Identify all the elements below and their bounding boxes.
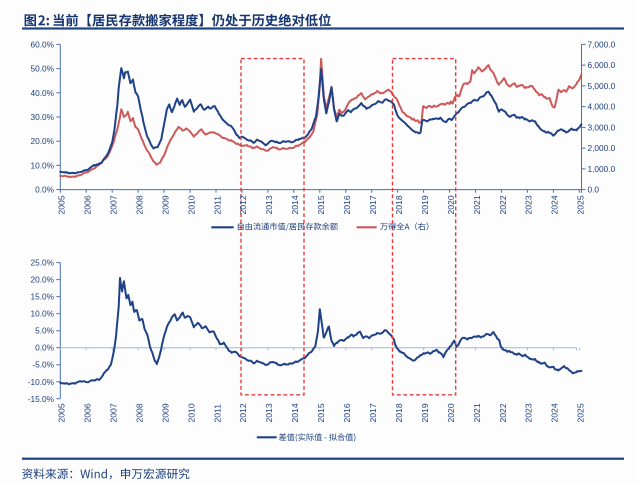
svg-text:40.0%: 40.0% [30, 88, 54, 98]
svg-text:2017: 2017 [368, 195, 378, 214]
svg-text:3,000.0: 3,000.0 [588, 122, 616, 132]
svg-text:10.0%: 10.0% [30, 160, 54, 170]
svg-text:2024: 2024 [550, 403, 560, 422]
svg-text:2019: 2019 [420, 403, 430, 422]
svg-text:2013: 2013 [264, 403, 274, 422]
svg-text:25.0%: 25.0% [30, 258, 54, 268]
svg-text:2025: 2025 [576, 403, 586, 422]
svg-text:2015: 2015 [316, 195, 326, 214]
svg-text:-10.0%: -10.0% [28, 377, 55, 387]
svg-text:2009: 2009 [160, 195, 170, 214]
svg-text:2008: 2008 [134, 195, 144, 214]
svg-text:2021: 2021 [472, 195, 482, 214]
svg-text:2008: 2008 [134, 403, 144, 422]
svg-text:5,000.0: 5,000.0 [588, 81, 616, 91]
svg-text:2016: 2016 [342, 195, 352, 214]
svg-text:50.0%: 50.0% [30, 64, 54, 74]
svg-text:2016: 2016 [342, 403, 352, 422]
svg-text:0.0: 0.0 [588, 185, 600, 195]
svg-text:20.0%: 20.0% [30, 136, 54, 146]
svg-text:2010: 2010 [186, 403, 196, 422]
svg-text:2011: 2011 [212, 196, 222, 215]
svg-text:4,000.0: 4,000.0 [588, 102, 616, 112]
svg-text:2024: 2024 [550, 195, 560, 214]
svg-text:2021: 2021 [472, 403, 482, 422]
svg-text:2018: 2018 [394, 403, 404, 422]
svg-text:2023: 2023 [524, 403, 534, 422]
svg-text:60.0%: 60.0% [30, 39, 54, 49]
svg-text:2010: 2010 [186, 195, 196, 214]
svg-text:2007: 2007 [109, 195, 119, 214]
svg-text:2017: 2017 [368, 403, 378, 422]
svg-text:2007: 2007 [109, 403, 119, 422]
svg-text:-15.0%: -15.0% [28, 394, 55, 404]
svg-text:2,000.0: 2,000.0 [588, 143, 616, 153]
svg-text:2022: 2022 [498, 195, 508, 214]
svg-text:2014: 2014 [290, 195, 300, 214]
svg-text:2006: 2006 [83, 195, 93, 214]
svg-text:6,000.0: 6,000.0 [588, 60, 616, 70]
svg-text:10.0%: 10.0% [30, 309, 54, 319]
svg-text:2005: 2005 [57, 195, 67, 214]
svg-text:30.0%: 30.0% [30, 112, 54, 122]
svg-text:2012: 2012 [238, 403, 248, 422]
svg-text:20.0%: 20.0% [30, 275, 54, 285]
svg-text:5.0%: 5.0% [35, 326, 55, 336]
svg-text:0.0%: 0.0% [35, 185, 55, 195]
svg-text:0.0%: 0.0% [35, 343, 55, 353]
svg-text:2020: 2020 [446, 403, 456, 422]
svg-text:2006: 2006 [83, 403, 93, 422]
svg-text:2020: 2020 [446, 195, 456, 214]
svg-text:2005: 2005 [57, 403, 67, 422]
svg-text:2022: 2022 [498, 403, 508, 422]
svg-text:2012: 2012 [238, 195, 248, 214]
svg-text:2019: 2019 [420, 195, 430, 214]
svg-text:2014: 2014 [290, 403, 300, 422]
svg-text:2023: 2023 [524, 195, 534, 214]
svg-text:7,000.0: 7,000.0 [588, 39, 616, 49]
svg-text:2025: 2025 [576, 195, 586, 214]
svg-text:2013: 2013 [264, 195, 274, 214]
svg-text:-5.0%: -5.0% [32, 360, 54, 370]
svg-text:2018: 2018 [394, 195, 404, 214]
svg-text:2009: 2009 [160, 403, 170, 422]
svg-text:15.0%: 15.0% [30, 292, 54, 302]
svg-text:2011: 2011 [212, 404, 222, 423]
svg-text:1,000.0: 1,000.0 [588, 164, 616, 174]
svg-text:2015: 2015 [316, 403, 326, 422]
